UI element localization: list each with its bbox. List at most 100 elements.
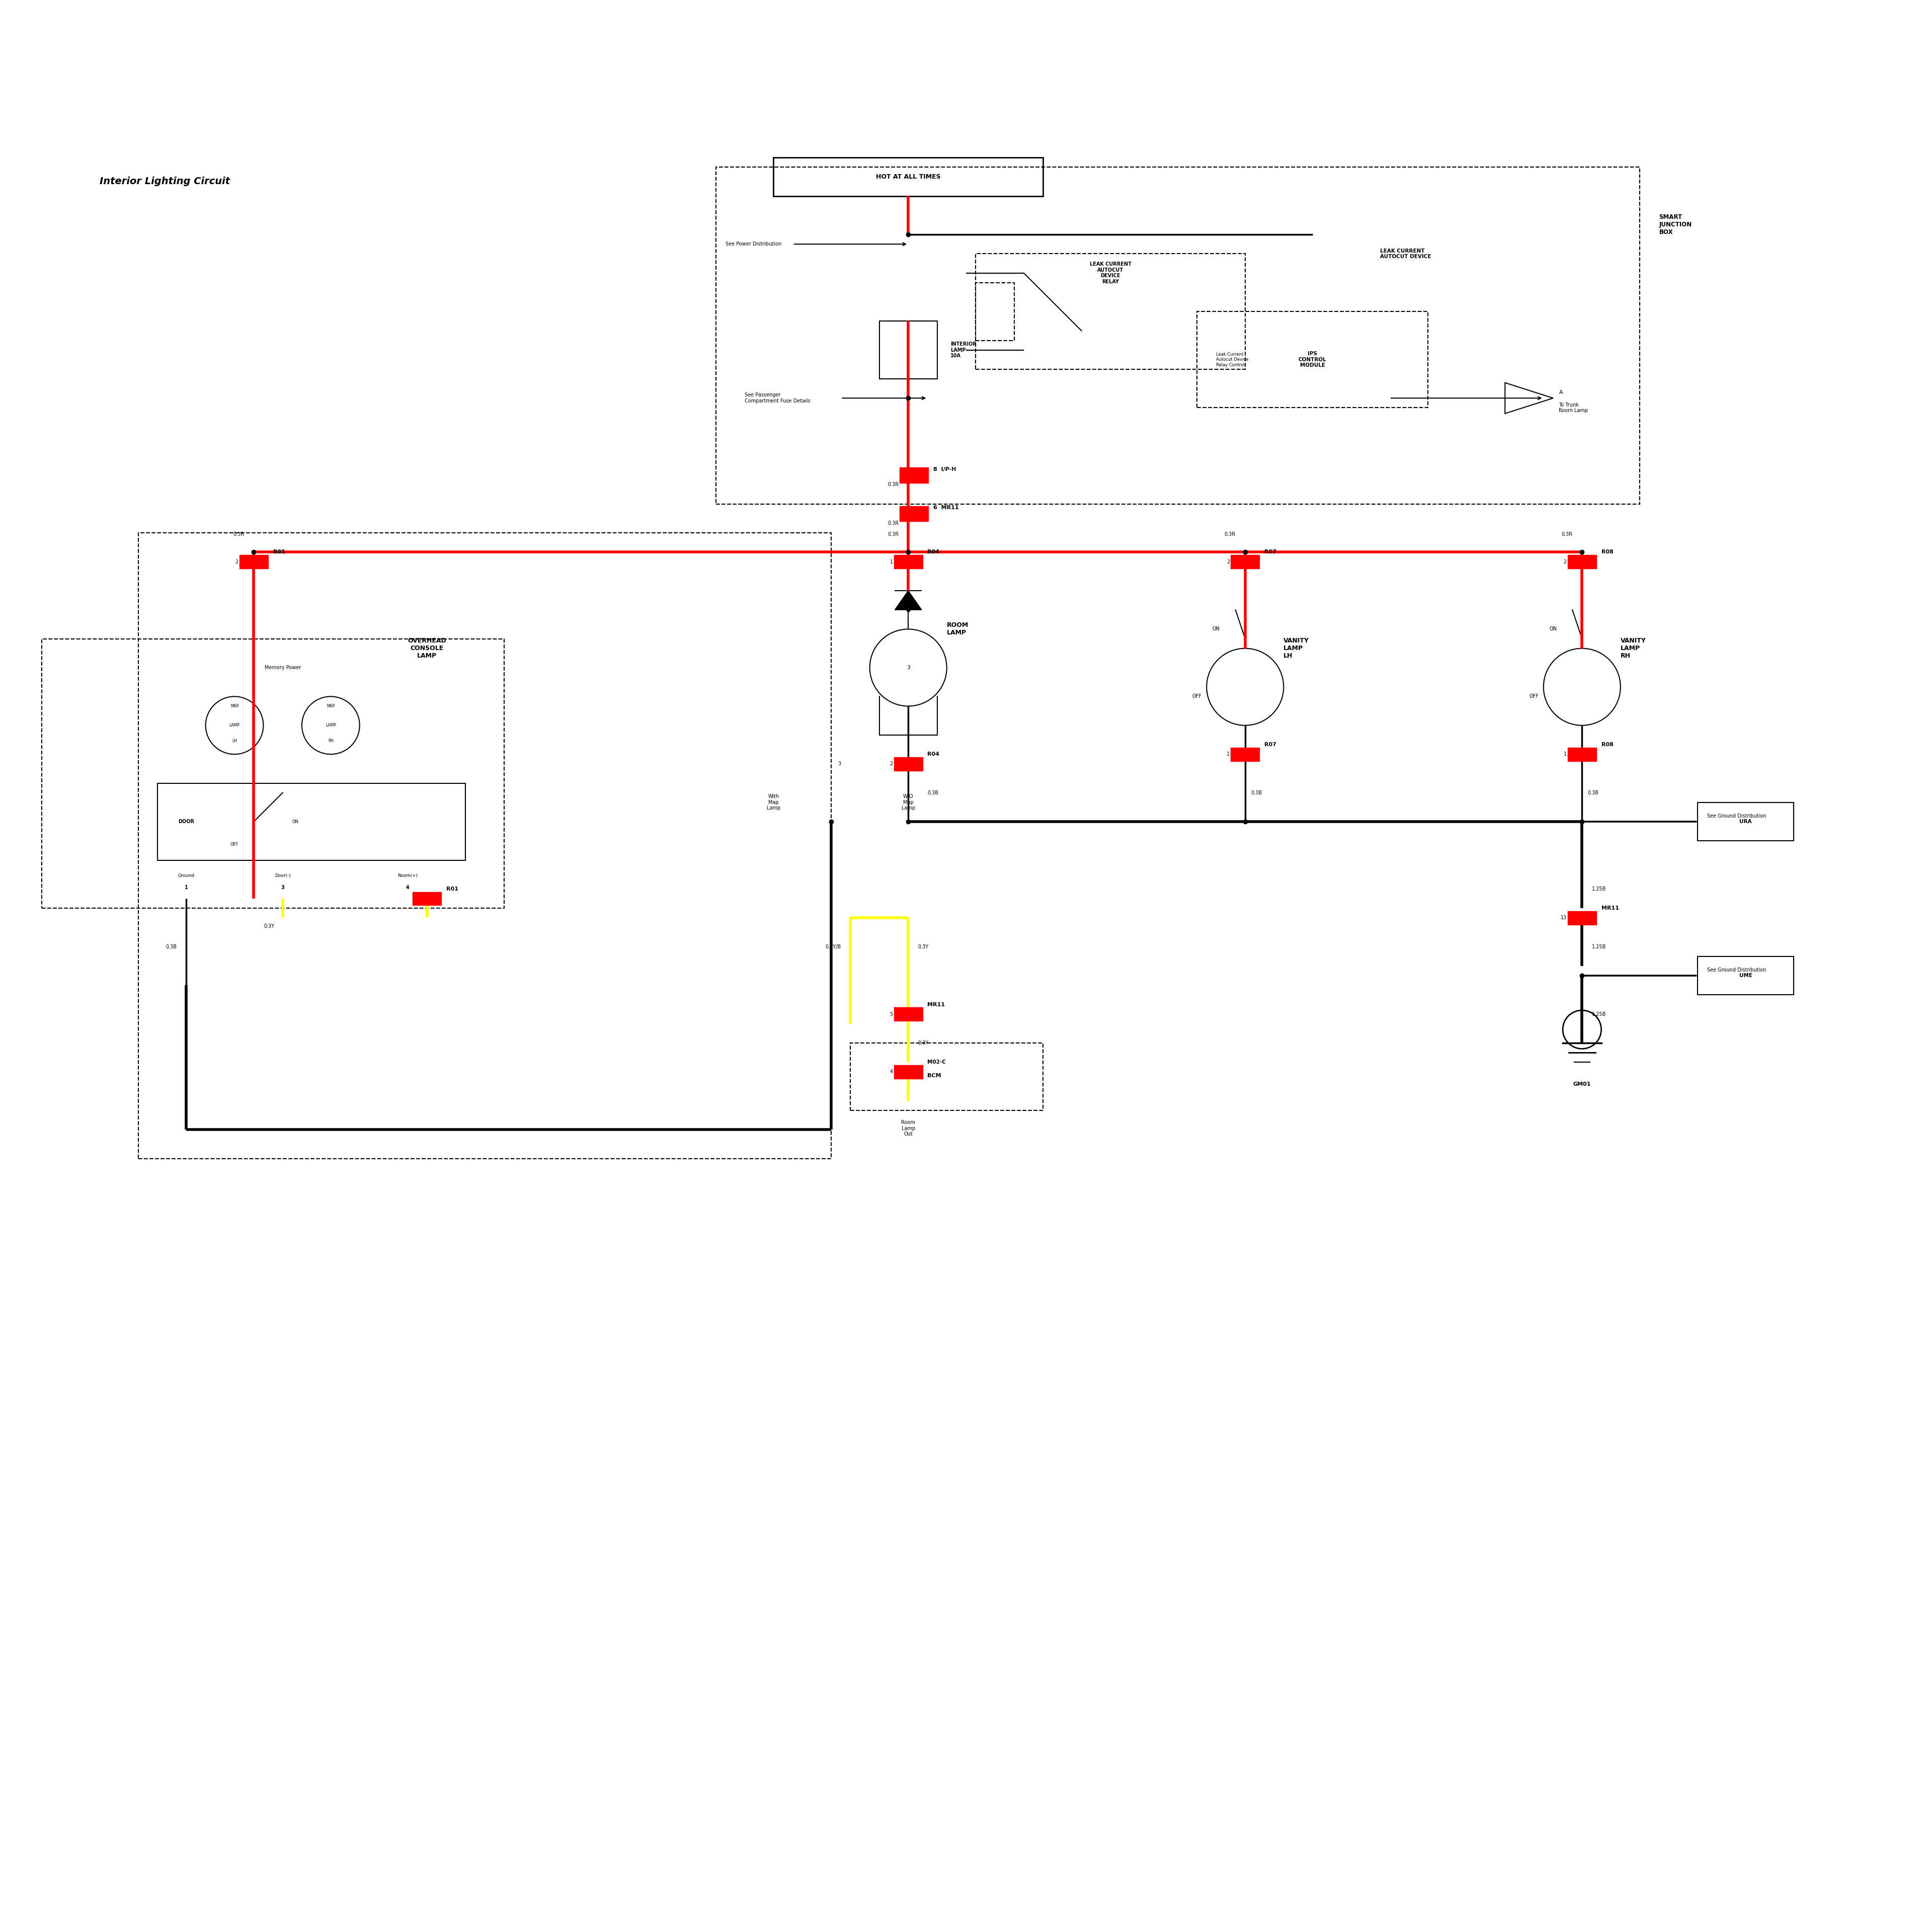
- Text: 13: 13: [1561, 916, 1567, 920]
- Text: 0.3Y: 0.3Y: [265, 923, 274, 929]
- Text: R07: R07: [1264, 742, 1277, 748]
- Text: R04: R04: [927, 752, 939, 757]
- Text: R01: R01: [446, 887, 458, 891]
- Text: UME: UME: [1739, 974, 1752, 978]
- Bar: [1567, 554, 1596, 568]
- Text: To Trunk
Room Lamp: To Trunk Room Lamp: [1559, 402, 1588, 413]
- Text: ROOM
LAMP: ROOM LAMP: [947, 622, 968, 636]
- Bar: [895, 757, 923, 771]
- Bar: [715, 168, 1640, 504]
- Text: 0.3Y/B: 0.3Y/B: [825, 945, 840, 949]
- Bar: [1567, 912, 1596, 925]
- Text: 2: 2: [891, 761, 893, 767]
- Text: 1: 1: [1227, 752, 1231, 757]
- Bar: [895, 554, 923, 568]
- Text: 3: 3: [906, 665, 910, 670]
- Text: Memory Power: Memory Power: [265, 665, 301, 670]
- Bar: [240, 554, 269, 568]
- Text: OFF: OFF: [1528, 694, 1538, 699]
- Text: LAMP: LAMP: [325, 723, 336, 728]
- Text: 8  I/P-H: 8 I/P-H: [933, 468, 956, 471]
- Bar: [413, 893, 440, 906]
- Text: 0.3R: 0.3R: [887, 531, 898, 537]
- Text: LEAK CURRENT
AUTOCUT
DEVICE
RELAY: LEAK CURRENT AUTOCUT DEVICE RELAY: [1090, 261, 1132, 284]
- Text: OFF: OFF: [230, 842, 240, 846]
- Bar: [900, 506, 929, 522]
- Text: Room
Lamp
Out: Room Lamp Out: [900, 1121, 916, 1136]
- Bar: [139, 533, 831, 1159]
- Text: MR11: MR11: [927, 1003, 945, 1007]
- Text: INTERIOR
LAMP
10A: INTERIOR LAMP 10A: [951, 342, 978, 357]
- Text: GM01: GM01: [1573, 1082, 1590, 1086]
- Bar: [976, 282, 1014, 340]
- Text: Room(+): Room(+): [398, 873, 417, 879]
- Text: 1: 1: [185, 885, 187, 891]
- Text: 0.3R: 0.3R: [1561, 531, 1573, 537]
- Text: 1.25B: 1.25B: [1592, 1012, 1605, 1016]
- Text: 0.3B: 0.3B: [1588, 790, 1600, 796]
- Text: MAP: MAP: [230, 703, 240, 709]
- Text: 4: 4: [891, 1068, 893, 1074]
- Text: 0.3R: 0.3R: [1225, 531, 1235, 537]
- Text: HOT AT ALL TIMES: HOT AT ALL TIMES: [875, 174, 941, 180]
- Text: URA: URA: [1739, 819, 1752, 825]
- Text: M02-C: M02-C: [927, 1061, 947, 1065]
- Bar: [1567, 748, 1596, 761]
- Text: LAMP: LAMP: [230, 723, 240, 728]
- Text: A: A: [1559, 390, 1563, 394]
- Text: 0.3Y: 0.3Y: [918, 945, 929, 949]
- Text: LEAK CURRENT
AUTOCUT DEVICE: LEAK CURRENT AUTOCUT DEVICE: [1379, 249, 1432, 259]
- Text: 5: 5: [891, 1012, 893, 1016]
- Text: Ground: Ground: [178, 873, 195, 879]
- Text: BCM: BCM: [927, 1072, 941, 1078]
- Text: 4: 4: [406, 885, 410, 891]
- Text: With
Map
Lamp: With Map Lamp: [767, 794, 781, 811]
- Text: 1.25B: 1.25B: [1592, 945, 1605, 949]
- Bar: [1231, 748, 1260, 761]
- Text: R08: R08: [1602, 549, 1613, 554]
- Text: 2: 2: [1227, 558, 1231, 564]
- Text: 0.3Y: 0.3Y: [918, 1041, 929, 1045]
- Text: 0.3B: 0.3B: [166, 945, 176, 949]
- Text: VANITY
LAMP
LH: VANITY LAMP LH: [1283, 638, 1310, 659]
- Text: VANITY
LAMP
RH: VANITY LAMP RH: [1621, 638, 1646, 659]
- Text: See Power Distribution: See Power Distribution: [725, 242, 781, 247]
- Text: MR11: MR11: [1602, 906, 1619, 910]
- Text: 1.25B: 1.25B: [1592, 887, 1605, 891]
- Text: Interior Lighting Circuit: Interior Lighting Circuit: [100, 176, 230, 185]
- Text: See Passenger
Compartment Fuse Details: See Passenger Compartment Fuse Details: [744, 392, 810, 404]
- Text: 0.3R: 0.3R: [887, 483, 898, 487]
- Text: OVERHEAD
CONSOLE
LAMP: OVERHEAD CONSOLE LAMP: [408, 638, 446, 659]
- Bar: [1698, 956, 1793, 995]
- Text: OFF: OFF: [1192, 694, 1202, 699]
- Text: 3: 3: [280, 885, 284, 891]
- Bar: [879, 321, 937, 379]
- Text: R01: R01: [272, 549, 286, 554]
- Text: LH: LH: [232, 738, 238, 744]
- Text: See Ground Distribution: See Ground Distribution: [1708, 813, 1766, 819]
- Bar: [1231, 554, 1260, 568]
- Text: 2: 2: [236, 558, 238, 564]
- Text: R04: R04: [927, 549, 939, 554]
- Bar: [773, 158, 1043, 195]
- Text: Door(-): Door(-): [274, 873, 290, 879]
- Text: R08: R08: [1602, 742, 1613, 748]
- Text: 6  MR11: 6 MR11: [933, 506, 958, 510]
- Bar: [1698, 802, 1793, 840]
- Text: ON: ON: [1549, 626, 1557, 632]
- Text: See Ground Distribution: See Ground Distribution: [1708, 968, 1766, 972]
- Text: IPS
CONTROL
MODULE: IPS CONTROL MODULE: [1298, 352, 1327, 367]
- Text: 0.3R: 0.3R: [887, 522, 898, 526]
- Bar: [976, 253, 1244, 369]
- Text: 0.3B: 0.3B: [1250, 790, 1262, 796]
- Polygon shape: [895, 591, 922, 611]
- Text: 1: 1: [891, 558, 893, 564]
- Text: R07: R07: [1264, 549, 1277, 554]
- Text: ON: ON: [1213, 626, 1219, 632]
- Bar: [1198, 311, 1428, 408]
- Text: 0.3B: 0.3B: [927, 790, 939, 796]
- Text: SMART
JUNCTION
BOX: SMART JUNCTION BOX: [1660, 214, 1692, 236]
- Bar: [900, 468, 929, 483]
- Bar: [895, 1065, 923, 1078]
- Bar: [850, 1043, 1043, 1111]
